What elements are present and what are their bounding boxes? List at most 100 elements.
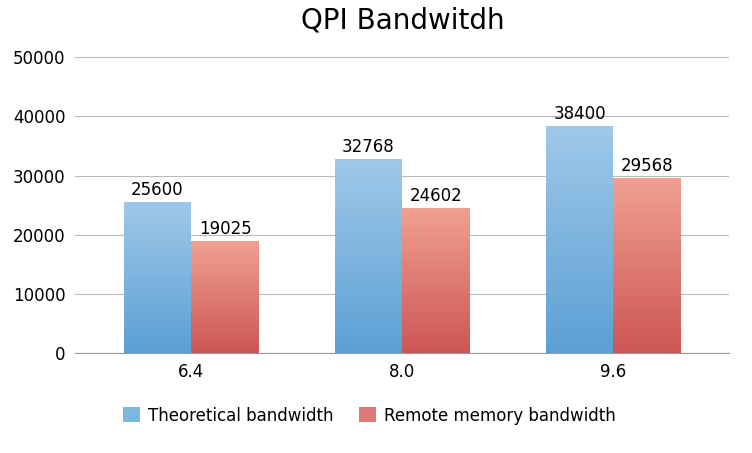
Bar — [614, 270, 681, 271]
Bar — [614, 342, 681, 343]
Bar — [402, 309, 470, 310]
Bar — [124, 219, 191, 220]
Bar — [546, 291, 614, 292]
Bar — [546, 142, 614, 143]
Bar — [614, 330, 681, 331]
Bar — [614, 319, 681, 320]
Bar — [335, 179, 402, 181]
Bar — [614, 344, 681, 345]
Bar — [191, 347, 259, 348]
Bar — [546, 161, 614, 162]
Bar — [546, 243, 614, 244]
Bar — [335, 285, 402, 286]
Bar — [546, 333, 614, 334]
Bar — [124, 286, 191, 287]
Bar — [546, 246, 614, 247]
Bar — [546, 270, 614, 271]
Bar — [124, 284, 191, 285]
Bar — [191, 319, 259, 320]
Bar — [546, 149, 614, 150]
Bar — [402, 344, 470, 345]
Title: QPI Bandwitdh: QPI Bandwitdh — [301, 7, 504, 34]
Bar — [614, 252, 681, 253]
Bar — [614, 294, 681, 295]
Bar — [335, 181, 402, 182]
Bar — [614, 338, 681, 339]
Bar — [335, 306, 402, 307]
Bar — [191, 333, 259, 334]
Bar — [546, 158, 614, 159]
Bar — [546, 131, 614, 133]
Bar — [402, 259, 470, 260]
Bar — [546, 218, 614, 219]
Bar — [614, 327, 681, 328]
Bar — [124, 206, 191, 207]
Bar — [614, 238, 681, 239]
Bar — [124, 339, 191, 340]
Bar — [124, 254, 191, 255]
Bar — [335, 308, 402, 310]
Bar — [402, 270, 470, 271]
Bar — [402, 321, 470, 322]
Bar — [335, 327, 402, 328]
Bar — [335, 336, 402, 337]
Bar — [335, 175, 402, 176]
Bar — [335, 271, 402, 272]
Bar — [124, 346, 191, 347]
Bar — [614, 187, 681, 188]
Bar — [614, 351, 681, 352]
Bar — [335, 294, 402, 295]
Bar — [614, 233, 681, 234]
Bar — [614, 295, 681, 296]
Bar — [546, 226, 614, 227]
Bar — [335, 209, 402, 210]
Bar — [402, 230, 470, 231]
Bar — [191, 299, 259, 300]
Bar — [614, 215, 681, 216]
Bar — [335, 206, 402, 207]
Bar — [124, 303, 191, 304]
Bar — [124, 265, 191, 266]
Bar — [402, 218, 470, 219]
Bar — [546, 335, 614, 336]
Bar — [335, 270, 402, 271]
Bar — [335, 334, 402, 335]
Bar — [402, 266, 470, 267]
Bar — [546, 143, 614, 144]
Bar — [614, 258, 681, 259]
Bar — [546, 341, 614, 342]
Bar — [614, 271, 681, 272]
Bar — [124, 234, 191, 235]
Bar — [614, 249, 681, 250]
Bar — [614, 183, 681, 184]
Bar — [191, 315, 259, 316]
Bar — [546, 210, 614, 211]
Bar — [402, 280, 470, 281]
Bar — [124, 227, 191, 228]
Bar — [191, 343, 259, 344]
Bar — [335, 307, 402, 308]
Bar — [191, 263, 259, 264]
Bar — [191, 282, 259, 283]
Bar — [614, 230, 681, 231]
Bar — [191, 258, 259, 259]
Bar — [402, 241, 470, 242]
Bar — [614, 180, 681, 181]
Bar — [614, 334, 681, 335]
Bar — [402, 338, 470, 339]
Bar — [546, 208, 614, 209]
Bar — [335, 177, 402, 178]
Bar — [124, 348, 191, 349]
Bar — [546, 282, 614, 283]
Bar — [335, 280, 402, 281]
Bar — [335, 314, 402, 315]
Bar — [335, 341, 402, 342]
Bar — [614, 269, 681, 270]
Bar — [614, 298, 681, 299]
Bar — [402, 227, 470, 228]
Bar — [124, 328, 191, 329]
Bar — [546, 136, 614, 137]
Bar — [546, 245, 614, 246]
Bar — [335, 304, 402, 305]
Bar — [402, 232, 470, 233]
